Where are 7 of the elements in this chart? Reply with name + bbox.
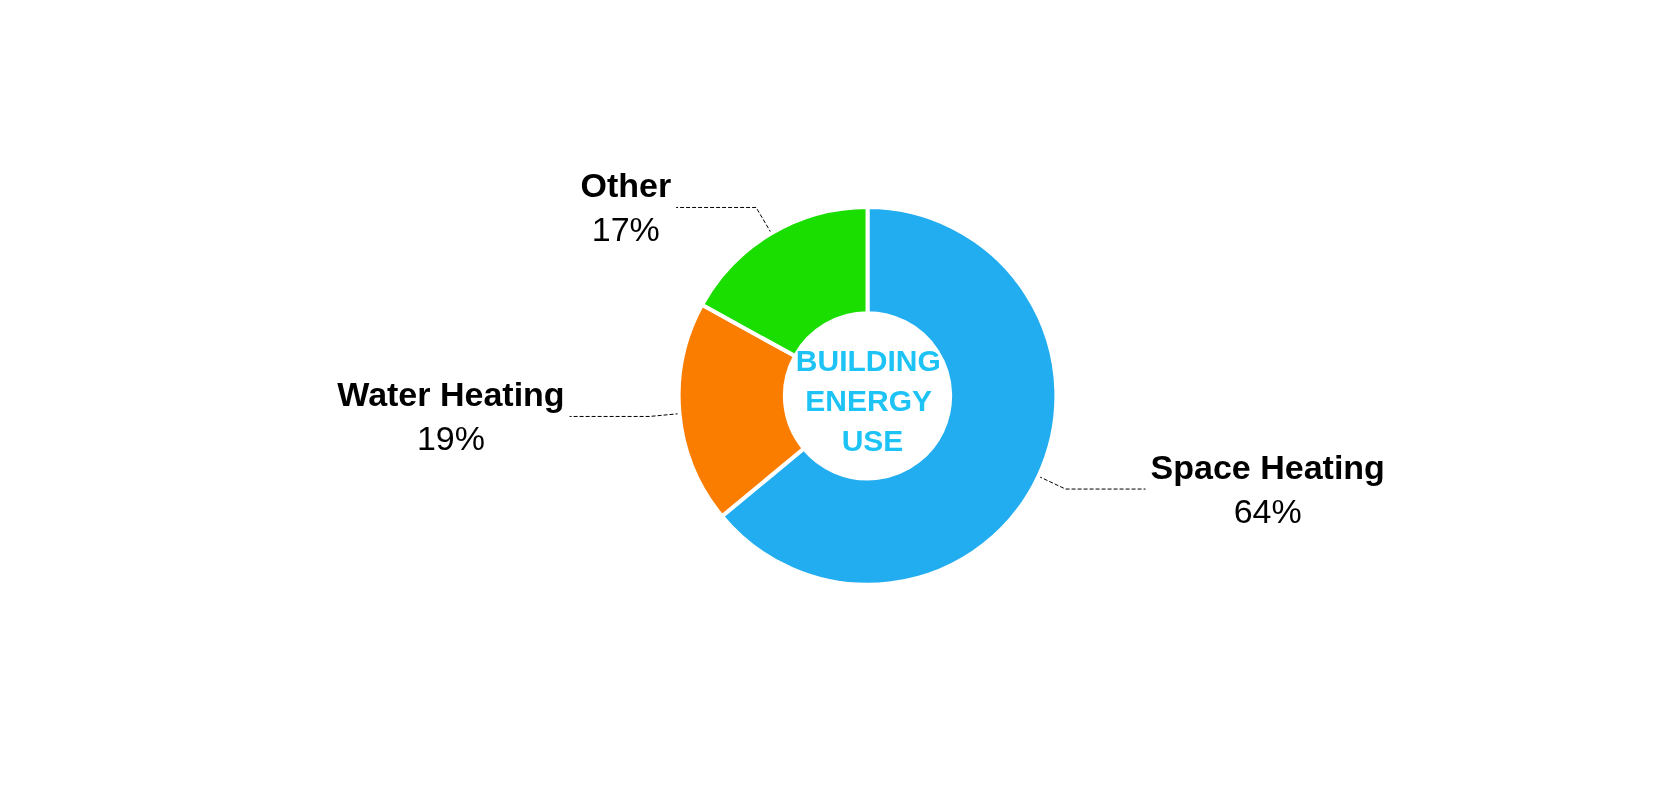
data-label: 64% bbox=[1233, 492, 1302, 531]
data-label: 19% bbox=[416, 419, 485, 458]
text: BUILDING ENERGY USE bbox=[795, 344, 950, 458]
slice-label: Other bbox=[580, 166, 672, 205]
slice-label: Space Heating bbox=[1150, 448, 1385, 487]
slice-label: Water Heating bbox=[337, 375, 565, 414]
data-label: 17% bbox=[591, 210, 660, 249]
